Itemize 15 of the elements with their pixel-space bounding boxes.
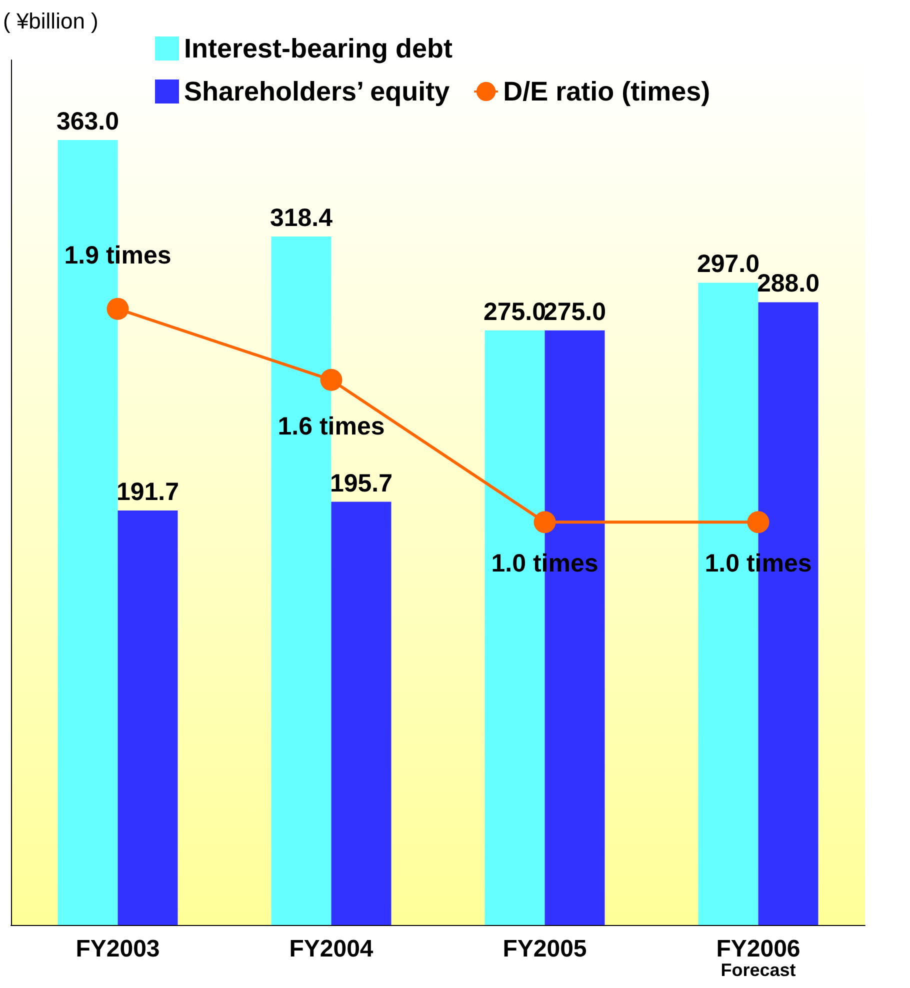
data-label: 288.0 bbox=[756, 270, 820, 298]
bar bbox=[331, 502, 392, 925]
data-label: 195.7 bbox=[330, 469, 393, 498]
x-tick-label: FY2004 bbox=[289, 936, 374, 962]
legend-label: Shareholders’ equity bbox=[184, 76, 450, 106]
x-tick-label: FY2003 bbox=[76, 936, 160, 962]
x-tick-label: FY2005 bbox=[502, 936, 587, 962]
y-axis-title: ( ¥billion ) bbox=[3, 8, 98, 34]
data-label: 191.7 bbox=[116, 478, 180, 506]
legend-label: Interest-bearing debt bbox=[184, 34, 453, 64]
legend-label: D/E ratio (times) bbox=[503, 76, 710, 106]
data-label: 363.0 bbox=[56, 108, 120, 136]
data-label: 318.4 bbox=[270, 204, 333, 232]
x-tick-label: FY2006 Forecast bbox=[716, 936, 800, 980]
bar bbox=[118, 510, 178, 925]
